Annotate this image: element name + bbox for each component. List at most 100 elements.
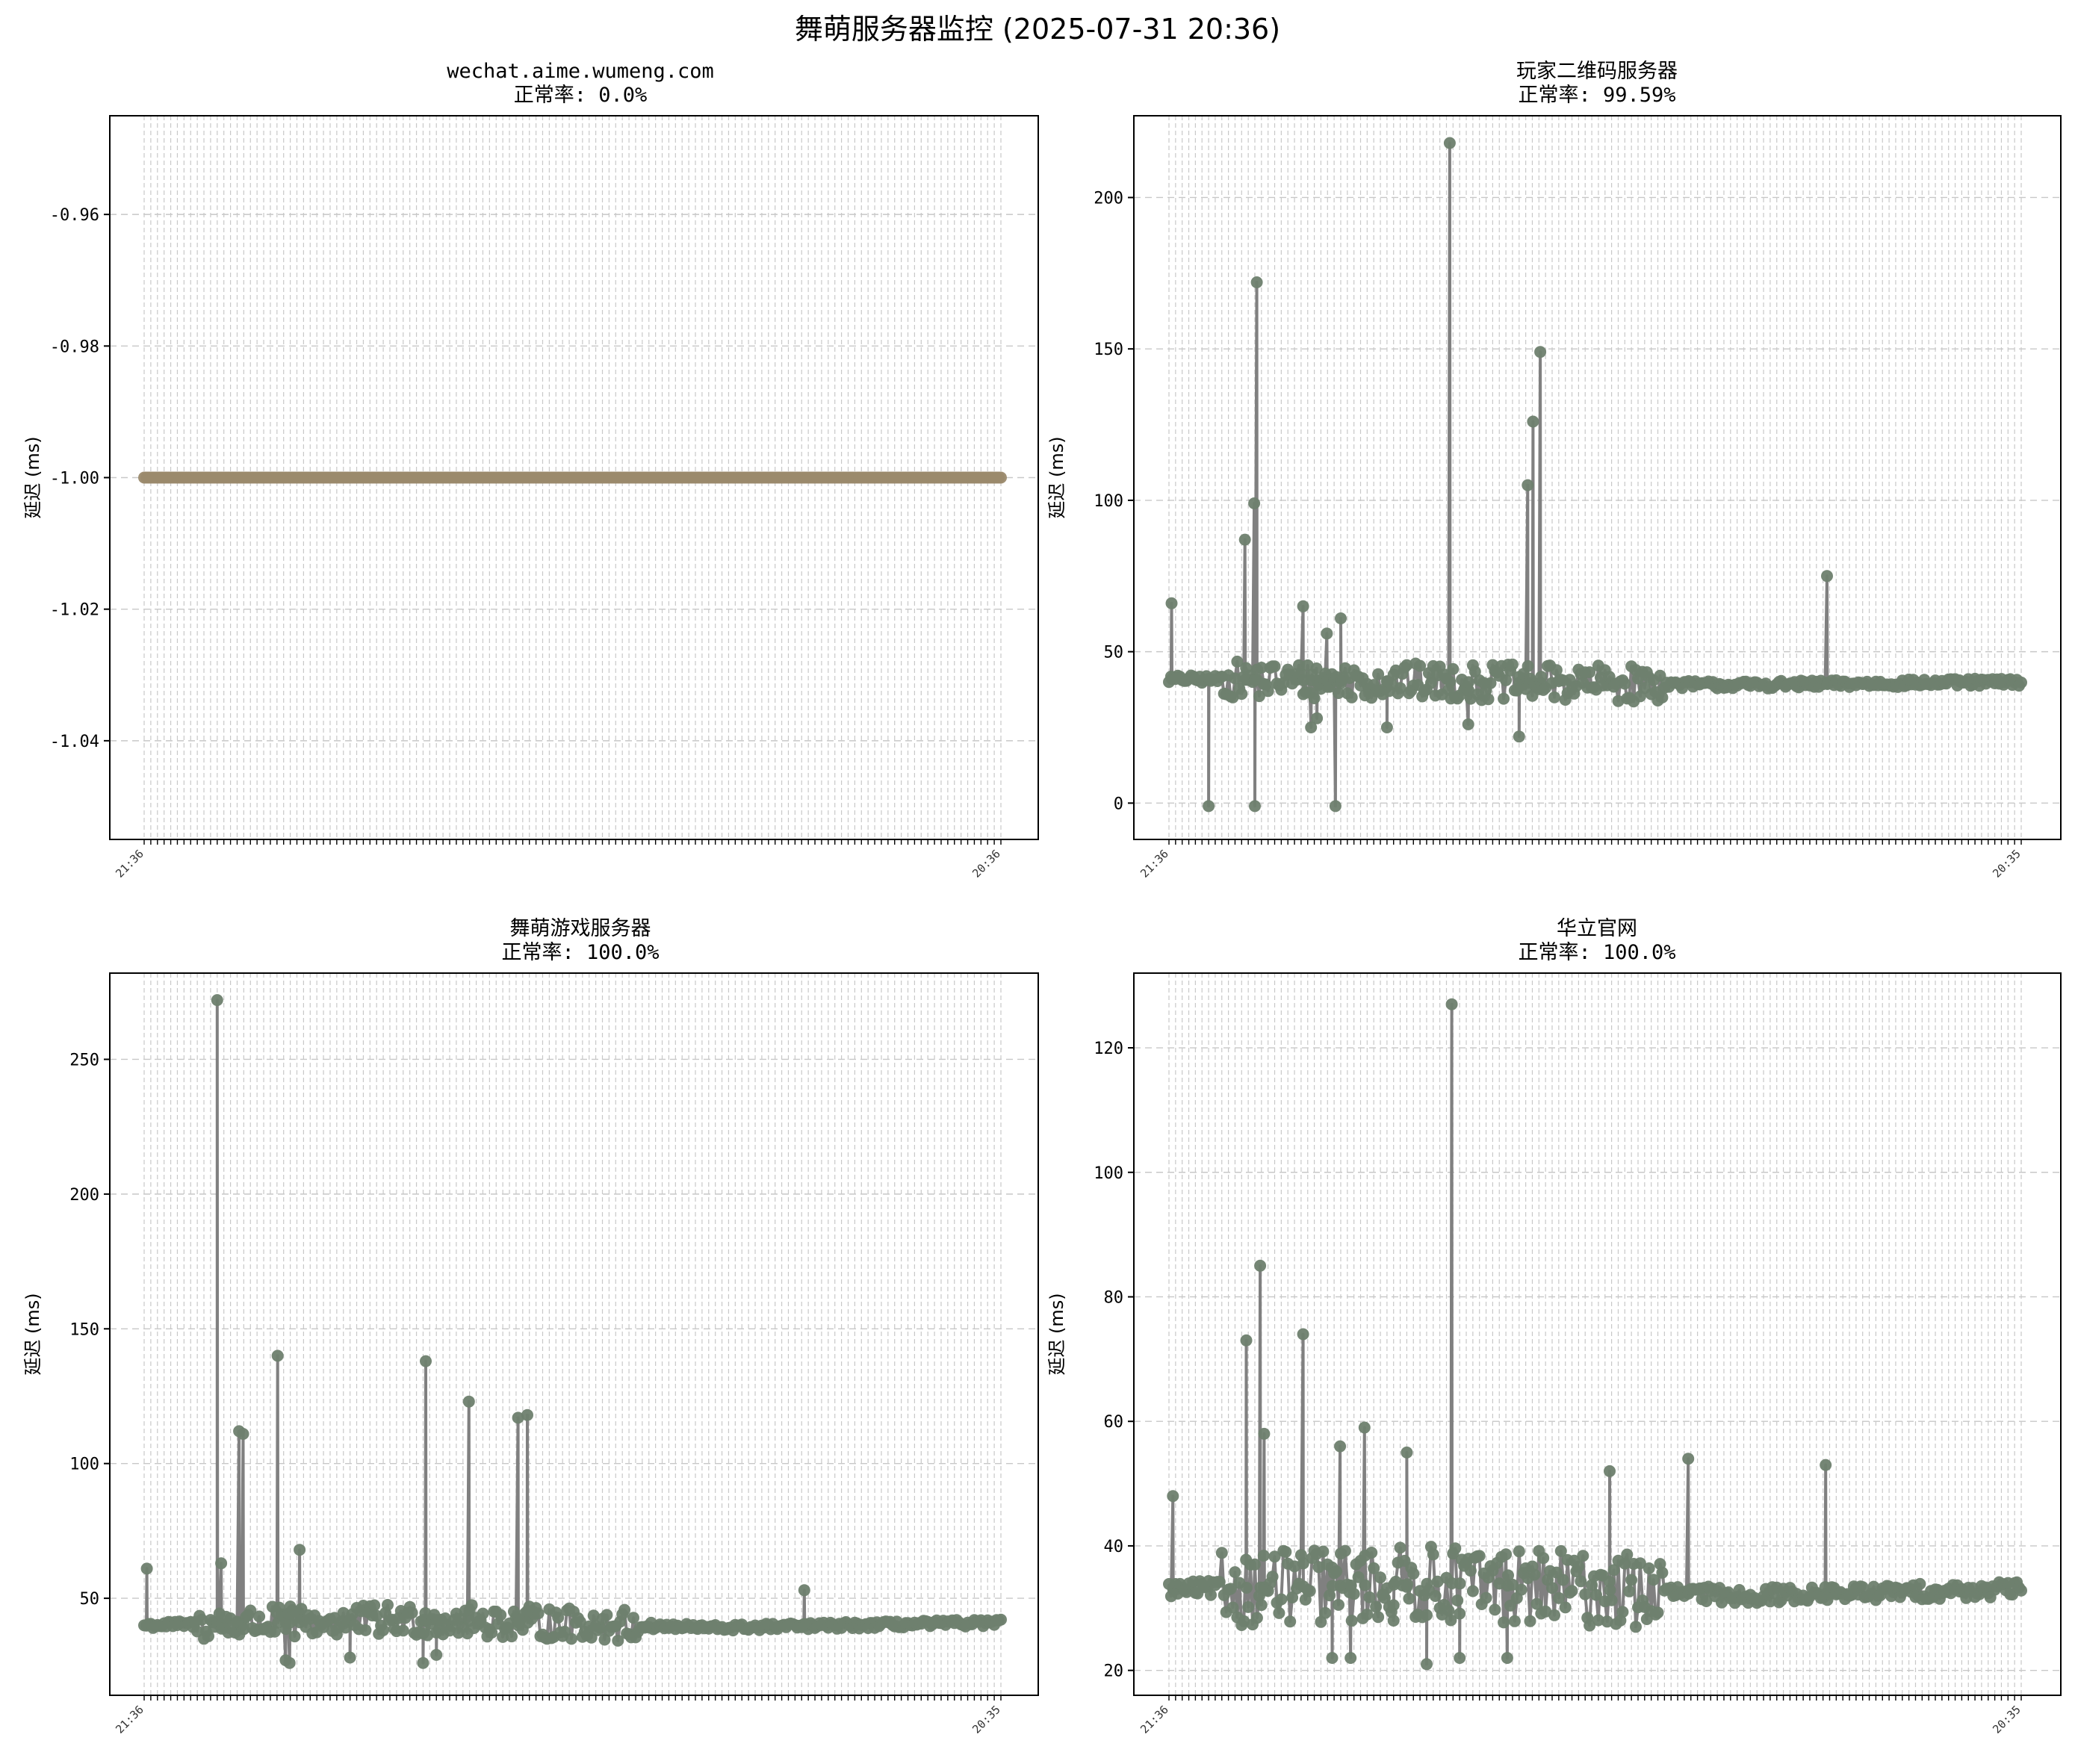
y-tick-label: 100: [1094, 1164, 1123, 1183]
data-point: [1414, 659, 1427, 672]
grid-layer: [1134, 116, 2061, 839]
data-point: [1500, 674, 1513, 686]
data-point: [238, 1623, 250, 1636]
data-point: [465, 1599, 478, 1612]
data-point: [1401, 659, 1413, 671]
y-tick-label: 50: [80, 1590, 100, 1609]
data-point: [1372, 1611, 1385, 1624]
panel-subtitle: 正常率: 99.59%: [1518, 84, 1675, 107]
data-point: [1449, 1542, 1462, 1555]
data-point: [1548, 691, 1560, 704]
data-point: [1462, 718, 1474, 730]
panel-title: 玩家二维码服务器: [1516, 60, 1678, 83]
data-point: [2015, 1584, 2027, 1597]
data-point: [1604, 1465, 1616, 1477]
data-point: [1463, 676, 1475, 689]
data-point: [1554, 1544, 1567, 1557]
data-point: [1297, 600, 1309, 612]
data-point: [1500, 1548, 1513, 1561]
data-point: [237, 1428, 249, 1440]
data-point: [1584, 1619, 1596, 1632]
data-point: [1506, 658, 1519, 671]
grid-layer: [110, 973, 1038, 1695]
data-point: [1607, 1564, 1620, 1577]
data-point: [1530, 1597, 1543, 1610]
y-axis-label: 延迟 (ms): [1046, 436, 1067, 518]
data-point: [1501, 1652, 1513, 1664]
data-point: [1305, 721, 1318, 733]
data-point: [1621, 1548, 1634, 1561]
data-point: [1363, 1591, 1376, 1603]
data-point: [618, 1603, 631, 1616]
data-point: [1451, 1594, 1464, 1606]
data-point: [196, 1613, 208, 1626]
figure-title: 舞萌服务器监控 (2025-07-31 20:36): [795, 13, 1280, 46]
y-tick-label: 150: [69, 1320, 99, 1339]
panel-title: 华立官网: [1557, 917, 1637, 940]
data-point: [1330, 1565, 1343, 1578]
data-point: [1345, 691, 1358, 704]
data-point: [1535, 671, 1548, 683]
data-point: [1605, 1594, 1618, 1606]
data-point: [1616, 1606, 1629, 1618]
data-point: [1454, 1607, 1466, 1620]
data-point: [1625, 1574, 1638, 1586]
data-point: [1401, 1446, 1413, 1459]
y-tick-label: 200: [1094, 189, 1123, 208]
data-point: [1550, 664, 1563, 677]
data-point: [1326, 1652, 1339, 1664]
data-point: [1344, 1652, 1357, 1664]
data-point: [1656, 691, 1669, 704]
data-point: [1250, 276, 1263, 288]
y-axis-label: 延迟 (ms): [22, 436, 43, 518]
data-point: [1347, 1588, 1360, 1600]
y-tick-label: -1.00: [50, 470, 99, 488]
data-point: [1387, 1599, 1400, 1612]
data-point: [1464, 1565, 1477, 1577]
y-tick-label: -0.98: [50, 338, 99, 356]
panel-subtitle: 正常率: 0.0%: [514, 84, 648, 107]
data-point: [1590, 1588, 1602, 1601]
data-point: [1273, 1606, 1285, 1619]
panel-subtitle: 正常率: 100.0%: [501, 941, 659, 964]
data-point: [995, 1613, 1007, 1626]
data-point: [1378, 1591, 1391, 1604]
data-point: [1489, 1603, 1501, 1616]
data-point: [521, 1409, 533, 1421]
data-point: [486, 1627, 498, 1639]
data-point: [417, 1656, 429, 1669]
data-point: [1557, 1574, 1569, 1586]
y-axis-label: 延迟 (ms): [1046, 1293, 1067, 1375]
data-point: [1534, 346, 1547, 358]
data-point: [1224, 1583, 1237, 1595]
data-point: [2015, 676, 2027, 689]
data-point: [215, 1557, 228, 1570]
data-point: [1546, 1582, 1558, 1594]
data-point: [1226, 1601, 1239, 1614]
data-point: [1352, 1571, 1365, 1583]
data-point: [1319, 1606, 1332, 1619]
data-point: [1275, 1593, 1288, 1606]
data-point: [598, 1633, 611, 1646]
data-point: [1255, 1599, 1268, 1612]
y-tick-label: -0.96: [50, 206, 99, 225]
data-point: [1566, 1585, 1578, 1597]
data-point: [1374, 1571, 1386, 1584]
data-point: [1257, 1550, 1270, 1562]
data-point: [382, 1599, 394, 1611]
data-point: [1527, 415, 1539, 428]
data-point: [1321, 627, 1333, 640]
data-point: [1604, 1584, 1616, 1597]
data-point: [1498, 1616, 1510, 1629]
data-point: [1572, 1560, 1585, 1573]
data-point: [1315, 1615, 1327, 1628]
data-point: [1513, 730, 1525, 743]
plot-frame: [1133, 115, 2062, 840]
y-tick-label: 20: [1104, 1662, 1124, 1681]
data-point: [1454, 1652, 1466, 1664]
data-layer: [1163, 998, 2027, 1671]
plot-frame: [109, 972, 1039, 1696]
data-point: [1240, 1334, 1253, 1347]
data-point: [1394, 1541, 1406, 1554]
